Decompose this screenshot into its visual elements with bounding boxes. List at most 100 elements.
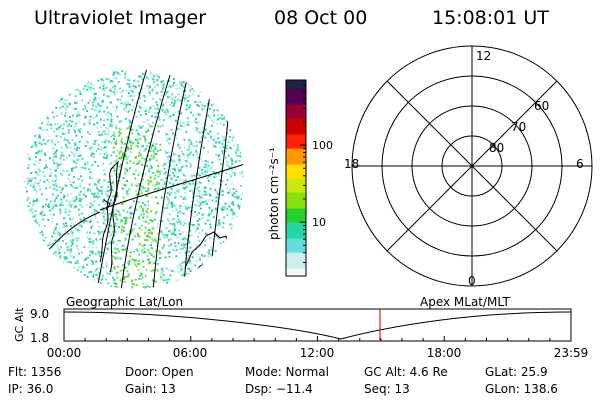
emission-pixel <box>108 272 111 275</box>
emission-pixel <box>40 212 43 215</box>
emission-pixel <box>148 236 151 239</box>
emission-pixel <box>228 205 231 208</box>
emission-pixel <box>185 275 188 278</box>
emission-pixel <box>139 242 141 245</box>
emission-pixel <box>61 261 64 264</box>
emission-pixel <box>88 133 91 135</box>
colorbar-segment <box>286 128 306 131</box>
emission-pixel <box>172 105 175 108</box>
emission-pixel <box>165 233 167 236</box>
emission-pixel <box>131 90 134 93</box>
emission-pixel <box>49 200 52 203</box>
emission-pixel <box>177 81 180 84</box>
emission-pixel <box>197 235 199 238</box>
emission-pixel <box>163 82 166 85</box>
emission-pixel <box>111 189 114 192</box>
emission-pixel <box>27 153 30 156</box>
emission-pixel <box>119 91 122 94</box>
emission-pixel <box>176 221 179 223</box>
emission-pixel <box>179 204 182 207</box>
emission-pixel <box>79 203 82 206</box>
clock-label-noon: 12 <box>476 49 491 63</box>
emission-pixel <box>213 140 216 143</box>
colorbar-segment <box>286 192 306 195</box>
emission-pixel <box>49 175 52 177</box>
emission-pixel <box>39 150 42 153</box>
emission-pixel <box>44 236 47 239</box>
emission-pixel <box>48 181 51 184</box>
emission-pixel <box>180 264 182 267</box>
emission-pixel <box>218 221 221 224</box>
emission-pixel <box>189 223 192 226</box>
emission-pixel <box>129 232 132 234</box>
emission-pixel <box>127 148 130 151</box>
emission-pixel <box>104 156 107 159</box>
emission-pixel <box>149 286 151 289</box>
emission-pixel <box>204 190 207 193</box>
emission-pixel <box>143 121 146 124</box>
emission-pixel <box>210 210 213 213</box>
emission-pixel <box>80 175 83 178</box>
emission-pixel <box>119 279 122 282</box>
emission-pixel <box>65 120 67 123</box>
emission-pixel <box>185 185 188 188</box>
emission-pixel <box>124 77 127 80</box>
emission-pixel <box>203 190 206 193</box>
emission-pixel <box>189 84 192 87</box>
emission-pixel <box>206 219 209 222</box>
emission-pixel <box>156 225 158 228</box>
emission-pixel <box>166 204 169 207</box>
emission-pixel <box>231 162 234 165</box>
emission-pixel <box>114 251 117 254</box>
emission-pixel <box>59 212 61 215</box>
emission-pixel <box>57 247 60 250</box>
emission-pixel <box>130 229 133 232</box>
emission-pixel <box>171 218 174 221</box>
emission-pixel <box>46 123 49 126</box>
emission-pixel <box>141 201 144 204</box>
emission-pixel <box>130 212 133 215</box>
emission-pixel <box>178 160 181 163</box>
emission-pixel <box>237 159 239 162</box>
emission-pixel <box>126 157 129 160</box>
emission-pixel <box>168 182 171 184</box>
emission-pixel <box>213 170 216 173</box>
emission-pixel <box>198 166 201 169</box>
emission-pixel <box>158 286 161 289</box>
emission-pixel <box>168 244 171 247</box>
emission-pixel <box>95 268 98 271</box>
emission-pixel <box>230 182 233 185</box>
emission-pixel <box>214 175 217 178</box>
emission-pixel <box>237 143 239 146</box>
emission-pixel <box>182 224 185 227</box>
emission-pixel <box>91 192 93 195</box>
emission-pixel <box>156 232 159 235</box>
emission-pixel <box>124 75 126 77</box>
emission-pixel <box>152 227 155 230</box>
emission-pixel <box>78 192 81 195</box>
emission-pixel <box>168 155 171 158</box>
emission-pixel <box>229 209 232 212</box>
emission-pixel <box>107 282 110 285</box>
emission-pixel <box>184 238 187 240</box>
emission-pixel <box>111 86 114 89</box>
emission-pixel <box>64 144 67 147</box>
emission-pixel <box>61 239 64 242</box>
emission-pixel <box>173 204 176 207</box>
emission-pixel <box>42 205 45 208</box>
emission-pixel <box>147 170 150 173</box>
emission-pixel <box>36 221 39 224</box>
emission-pixel <box>29 209 32 212</box>
emission-pixel <box>83 187 86 190</box>
emission-pixel <box>199 255 202 258</box>
colorbar-segment <box>286 214 306 217</box>
emission-pixel <box>177 190 180 193</box>
emission-pixel <box>180 112 183 115</box>
emission-pixel <box>154 145 157 148</box>
emission-pixel <box>68 103 71 106</box>
lat-label-80: 80 <box>489 141 504 155</box>
emission-pixel <box>226 187 229 190</box>
emission-pixel <box>80 198 83 200</box>
emission-pixel <box>92 88 95 91</box>
emission-pixel <box>95 195 98 198</box>
